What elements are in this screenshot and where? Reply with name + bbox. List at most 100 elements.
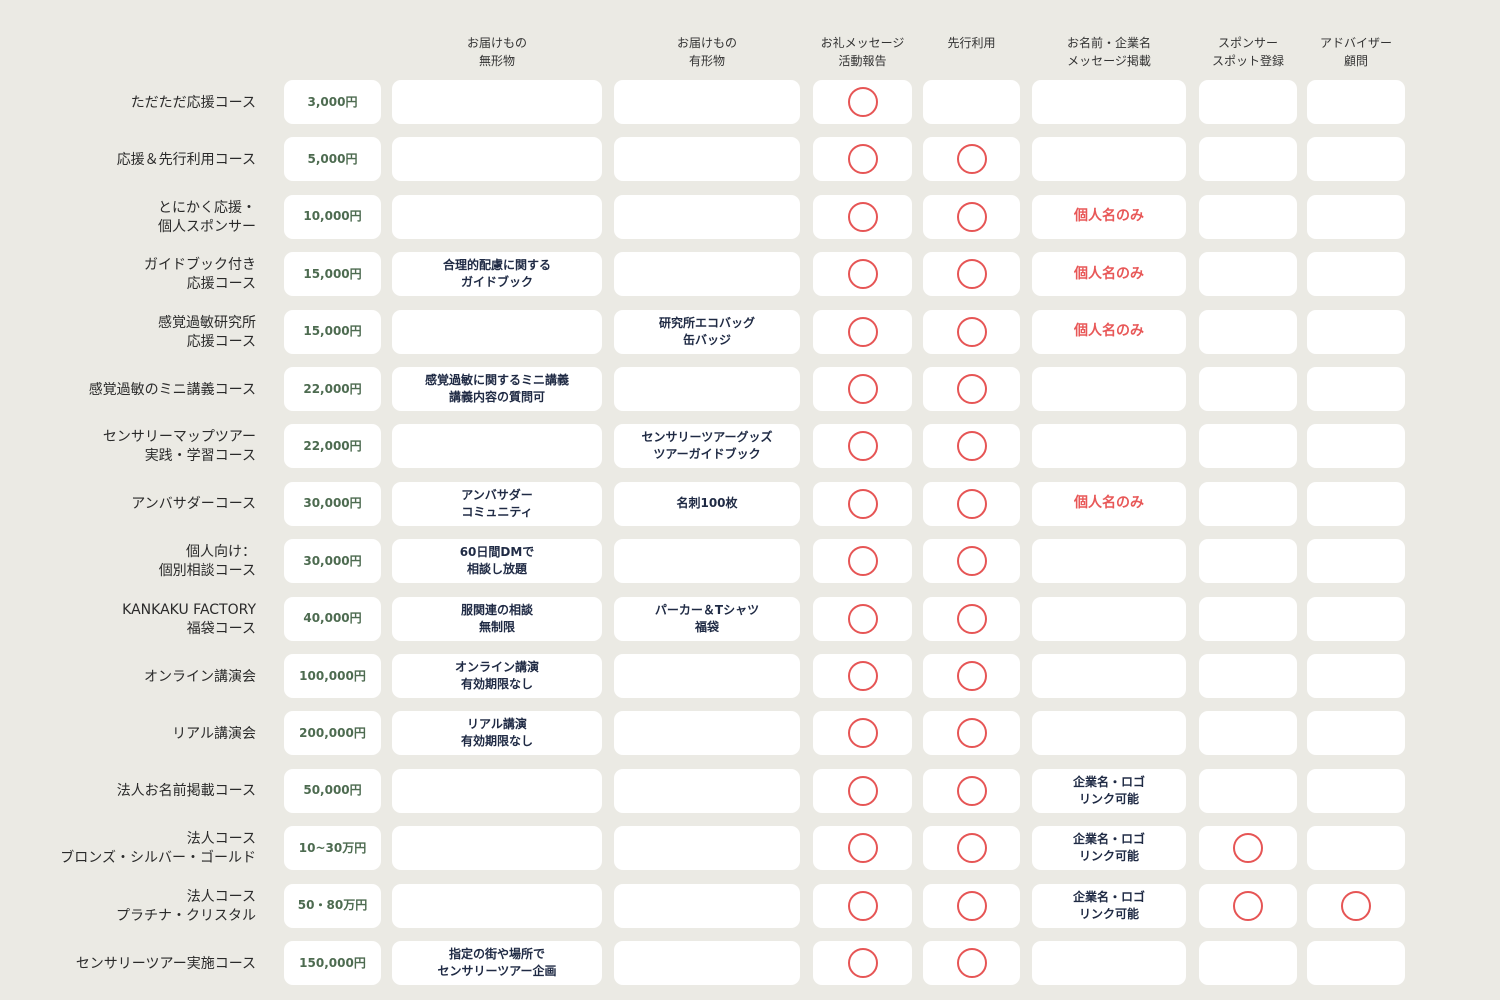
early-access-cell	[923, 596, 1020, 641]
tangible-reward	[614, 826, 800, 871]
red-circle-icon	[847, 833, 878, 864]
red-circle-icon	[956, 488, 987, 519]
name-listing-cell: 個人名のみ	[1032, 252, 1186, 297]
name-listing-cell	[1032, 654, 1186, 698]
thanks-message-cell	[813, 194, 912, 239]
intangible-reward	[392, 137, 602, 182]
course-name: アンバサダーコース	[131, 496, 256, 513]
thanks-message-cell	[813, 481, 912, 526]
course-name: 感覚過敏研究所 応援コース	[158, 314, 256, 350]
course-name: ガイドブック付き 応援コース	[144, 257, 256, 293]
thanks-message-cell	[813, 941, 912, 985]
advisor-cell	[1307, 539, 1405, 584]
red-circle-icon	[847, 546, 878, 577]
early-access-cell	[923, 654, 1020, 698]
name-listing-cell	[1032, 539, 1186, 584]
early-access-cell	[923, 481, 1020, 526]
table-row: KANKAKU FACTORY 福袋コース 40,000円 服関連の相談 無制限 パー…	[0, 596, 1500, 643]
red-circle-icon	[1233, 890, 1263, 921]
course-name: リアル講演会	[172, 725, 256, 742]
course-name: とにかく応援・ 個人スポンサー	[158, 199, 256, 235]
name-listing-cell	[1032, 596, 1186, 641]
advisor-cell	[1307, 654, 1405, 698]
table-row: 感覚過敏のミニ講義コース 22,000円 感覚過敏に関するミニ講義 講義内容の質問可	[0, 367, 1500, 413]
early-access-cell	[923, 80, 1020, 124]
thanks-message-cell	[813, 539, 912, 584]
table-row: アンバサダーコース 30,000円 アンバサダー コミュニティ 名刺100枚 個人名のみ	[0, 481, 1500, 528]
intangible-reward: 服関連の相談 無制限	[392, 596, 602, 641]
table-row: オンライン講演会 100,000円 オンライン講演 有効期限なし	[0, 654, 1500, 700]
header-thanks: お礼メッセージ 活動報告	[820, 36, 905, 68]
course-price: 50,000円	[284, 768, 381, 813]
early-access-cell	[923, 883, 1020, 928]
intangible-reward: 60日間DMで 相談し放題	[392, 539, 602, 584]
intangible-reward	[392, 768, 602, 813]
red-circle-icon	[847, 488, 878, 519]
table-row: 個人向け： 個別相談コース 30,000円 60日間DMで 相談し放題	[0, 539, 1500, 585]
red-circle-icon	[956, 718, 987, 749]
name-listing-cell: 企業名・ロゴ リンク可能	[1032, 826, 1186, 871]
tangible-reward: センサリーツアーグッズ ツアーガイドブック	[614, 424, 800, 469]
thanks-message-cell	[813, 711, 912, 756]
name-listing-cell: 個人名のみ	[1032, 194, 1186, 239]
early-access-cell	[923, 711, 1020, 756]
red-circle-icon	[956, 775, 987, 806]
intangible-reward: オンライン講演 有効期限なし	[392, 654, 602, 698]
early-access-cell	[923, 367, 1020, 411]
advisor-cell	[1307, 481, 1405, 526]
sponsor-spot-cell	[1199, 711, 1297, 756]
course-price: 40,000円	[284, 596, 381, 641]
red-circle-icon	[847, 775, 878, 806]
advisor-cell	[1307, 194, 1405, 239]
course-name: 法人お名前掲載コース	[116, 783, 256, 800]
thanks-message-cell	[813, 367, 912, 411]
name-listing-cell	[1032, 367, 1186, 411]
sponsor-spot-cell	[1199, 194, 1297, 239]
course-price: 50・80万円	[284, 883, 381, 928]
red-circle-icon	[1233, 833, 1263, 864]
course-name: オンライン講演会	[144, 668, 256, 685]
course-price: 10~30万円	[284, 826, 381, 871]
red-circle-icon	[956, 144, 987, 175]
table-row: リアル講演会 200,000円 リアル講演 有効期限なし	[0, 711, 1500, 757]
early-access-cell	[923, 252, 1020, 297]
tangible-reward	[614, 711, 800, 756]
early-access-cell	[923, 424, 1020, 469]
tangible-reward	[614, 194, 800, 239]
intangible-reward: リアル講演 有効期限なし	[392, 711, 602, 756]
red-circle-icon	[956, 546, 987, 577]
course-price: 15,000円	[284, 309, 381, 354]
red-circle-icon	[956, 833, 987, 864]
red-circle-icon	[956, 890, 987, 921]
course-name: 感覚過敏のミニ講義コース	[88, 381, 256, 398]
header-early-access: 先行利用	[947, 36, 996, 50]
table-row: 感覚過敏研究所 応援コース 15,000円 研究所エコバッグ 缶バッジ 個人名のみ	[0, 309, 1500, 356]
advisor-cell	[1307, 768, 1405, 813]
red-circle-icon	[956, 603, 987, 634]
sponsor-spot-cell	[1199, 883, 1297, 928]
name-listing-cell	[1032, 424, 1186, 469]
intangible-reward: アンバサダー コミュニティ	[392, 481, 602, 526]
table-row: ガイドブック付き 応援コース 15,000円 合理的配慮に関する ガイドブック 個人名…	[0, 252, 1500, 298]
tangible-reward	[614, 654, 800, 698]
table-row: とにかく応援・ 個人スポンサー 10,000円 個人名のみ	[0, 194, 1500, 241]
red-circle-icon	[956, 661, 987, 691]
advisor-cell	[1307, 883, 1405, 928]
tangible-reward: 研究所エコバッグ 缶バッジ	[614, 309, 800, 354]
intangible-reward	[392, 883, 602, 928]
sponsor-spot-cell	[1199, 539, 1297, 584]
early-access-cell	[923, 768, 1020, 813]
name-listing-cell: 企業名・ロゴ リンク可能	[1032, 883, 1186, 928]
tangible-reward	[614, 252, 800, 297]
course-price: 5,000円	[284, 137, 381, 182]
table-row: センサリーツアー実施コース 150,000円 指定の街や場所で センサリーツアー企画	[0, 941, 1500, 987]
thanks-message-cell	[813, 252, 912, 297]
tangible-reward	[614, 80, 800, 124]
intangible-reward	[392, 194, 602, 239]
course-price: 100,000円	[284, 654, 381, 698]
red-circle-icon	[956, 259, 987, 290]
course-price: 200,000円	[284, 711, 381, 756]
course-name: センサリーツアー実施コース	[75, 955, 256, 972]
thanks-message-cell	[813, 80, 912, 124]
red-circle-icon	[956, 374, 987, 404]
